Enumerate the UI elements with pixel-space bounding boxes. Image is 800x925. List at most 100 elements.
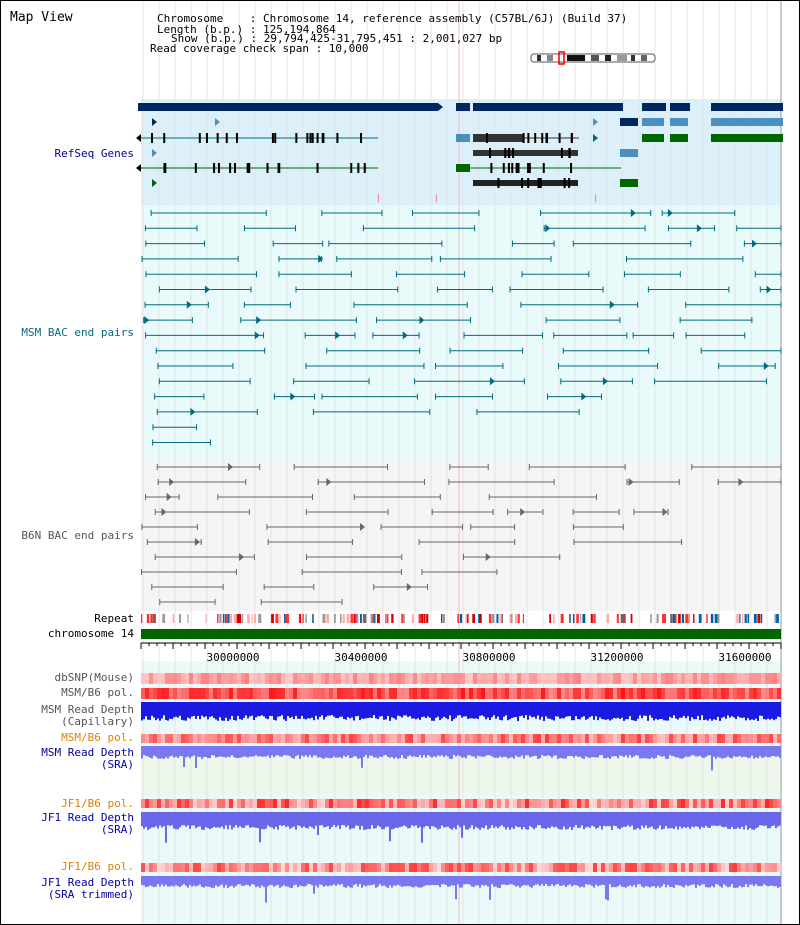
heat-cell: [433, 863, 437, 872]
gene-exon: [507, 148, 510, 158]
track-label-repeat[interactable]: Repeat: [94, 612, 134, 625]
depth-bar: [481, 876, 483, 885]
depth-bar: [501, 746, 503, 758]
track-label-jf1-read-depth-sra[interactable]: JF1 Read Depth: [41, 811, 134, 824]
depth-bar: [583, 746, 585, 759]
heat-cell: [241, 863, 245, 872]
heat-cell: [305, 799, 309, 808]
track-label-jf1-read-depth-trimmed[interactable]: JF1 Read Depth: [41, 876, 134, 889]
depth-bar: [713, 702, 715, 720]
depth-bar: [755, 876, 757, 885]
heat-cell: [637, 688, 641, 699]
depth-bar: [727, 876, 729, 888]
depth-bar: [513, 876, 515, 886]
heat-cell: [705, 734, 709, 743]
bac-end-marker: [326, 478, 332, 486]
depth-bar: [625, 702, 627, 720]
depth-bar: [717, 876, 719, 885]
track-label-jf1-b6-pol-2[interactable]: JF1/B6 pol.: [61, 860, 134, 873]
track-label-msm-b6-pol[interactable]: MSM/B6 pol.: [61, 686, 134, 699]
depth-bar: [393, 702, 395, 719]
heat-cell: [441, 863, 445, 872]
depth-bar: [503, 812, 505, 828]
heat-cell: [757, 673, 761, 684]
heat-cell: [153, 863, 157, 872]
heat-cell: [421, 688, 425, 699]
depth-bar: [221, 746, 223, 757]
repeat-element: [285, 614, 288, 623]
depth-bar: [359, 702, 361, 721]
repeat-element: [549, 614, 552, 623]
depth-bar: [721, 746, 723, 759]
gene-strand-arrow: [136, 164, 141, 172]
track-label-msm-b6-pol-2[interactable]: MSM/B6 pol.: [61, 731, 134, 744]
track-label-msm-read-depth-capillary[interactable]: MSM Read Depth: [41, 703, 134, 716]
depth-bar: [421, 746, 423, 758]
heat-cell: [301, 734, 305, 743]
depth-bar: [253, 746, 255, 757]
depth-bar: [339, 812, 341, 829]
heat-cell: [537, 734, 541, 743]
bac-end-marker: [335, 331, 341, 340]
gene-exon: [545, 133, 548, 143]
depth-bar: [747, 812, 749, 830]
track-label-jf1-b6-pol[interactable]: JF1/B6 pol.: [61, 797, 134, 810]
heat-cell: [313, 799, 317, 808]
depth-bar: [777, 746, 779, 757]
depth-bar: [173, 746, 175, 758]
heat-cell: [281, 799, 285, 808]
depth-bar: [297, 812, 299, 826]
depth-bar: [779, 702, 781, 718]
heat-cell: [177, 863, 181, 872]
gene-exon: [570, 163, 573, 173]
depth-bar: [305, 876, 307, 886]
heat-cell: [513, 734, 517, 743]
depth-bar: [273, 812, 275, 830]
track-label-chromosome[interactable]: chromosome 14: [47, 627, 134, 640]
depth-bar: [397, 702, 399, 716]
repeat-element: [606, 614, 609, 623]
depth-bar: [253, 702, 255, 720]
track-label-msm-read-depth-sra[interactable]: MSM Read Depth: [41, 746, 134, 759]
depth-bar: [249, 746, 251, 757]
depth-bar: [319, 702, 321, 717]
depth-bar: [595, 746, 597, 758]
repeat-element: [258, 614, 261, 623]
depth-bar: [685, 812, 687, 828]
b6n-bac-band: [141, 461, 781, 611]
depth-bar: [387, 812, 389, 827]
gene-block: [642, 134, 664, 142]
depth-bar: [307, 746, 309, 758]
heat-cell: [261, 688, 265, 699]
depth-bar: [325, 702, 327, 717]
heat-cell: [273, 799, 277, 808]
depth-bar: [509, 812, 511, 830]
heat-cell: [545, 734, 549, 743]
heat-cell: [193, 734, 197, 743]
track-label-b6n-bac[interactable]: B6N BAC end pairs: [21, 529, 134, 542]
depth-bar: [401, 746, 403, 756]
track-label-refseq-genes[interactable]: RefSeq Genes: [54, 147, 134, 160]
depth-bar: [441, 746, 443, 756]
b6n-bac-end-pairs: [140, 463, 782, 605]
heat-cell: [461, 799, 465, 808]
heat-cell: [553, 673, 557, 684]
depth-bar: [349, 812, 351, 830]
depth-bar: [225, 812, 227, 826]
depth-bar: [749, 702, 751, 721]
repeat-element: [279, 614, 281, 623]
track-label-msm-bac[interactable]: MSM BAC end pairs: [21, 326, 134, 339]
track-label-dbsnp[interactable]: dbSNP(Mouse): [54, 671, 134, 684]
depth-bar: [609, 746, 611, 759]
heat-cell: [333, 799, 337, 808]
heat-cell: [321, 673, 325, 684]
depth-bar: [459, 746, 461, 757]
depth-bar: [159, 702, 161, 721]
heat-cell: [433, 734, 437, 743]
heat-cell: [689, 688, 693, 699]
depth-bar: [247, 812, 249, 826]
depth-bar: [489, 746, 491, 756]
heat-cell: [509, 734, 513, 743]
depth-bar: [631, 702, 633, 721]
